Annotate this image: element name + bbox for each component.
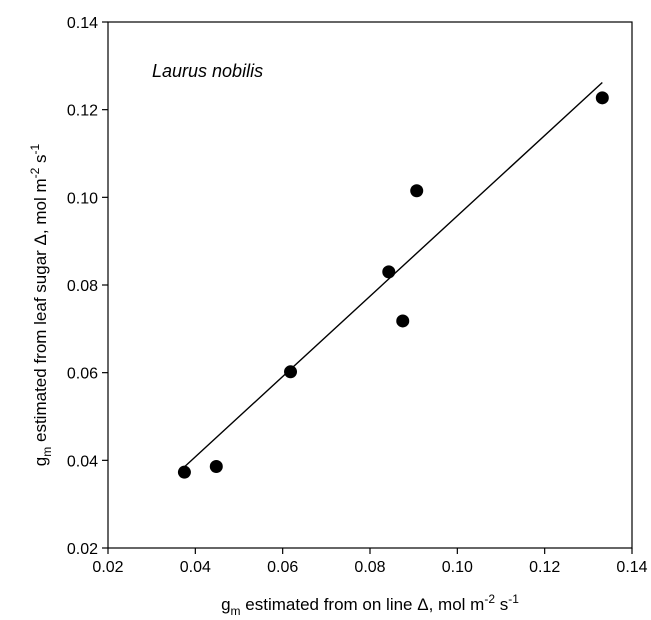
species-annotation: Laurus nobilis bbox=[152, 61, 263, 81]
data-point bbox=[595, 91, 609, 105]
x-tick-label: 0.14 bbox=[616, 559, 647, 576]
data-point bbox=[410, 184, 424, 198]
x-tick-label: 0.06 bbox=[267, 559, 298, 576]
axis-ticks: 0.02 0.04 0.06 0.08 0.10 0.12 0.14 0.02 0.04 0.06… bbox=[67, 15, 648, 576]
y-tick-label: 0.02 bbox=[67, 541, 98, 558]
x-axis-title: gm estimated from on line Δ, mol m-2 s-1 bbox=[221, 592, 519, 618]
y-tick-label: 0.04 bbox=[67, 453, 98, 470]
x-tick-label: 0.02 bbox=[92, 559, 123, 576]
x-tick-label: 0.12 bbox=[529, 559, 560, 576]
y-tick-label: 0.12 bbox=[67, 103, 98, 120]
y-axis-title: gm estimated from leaf sugar Δ, mol m-2 … bbox=[28, 143, 54, 466]
x-tick-label: 0.10 bbox=[442, 559, 473, 576]
y-tick-label: 0.06 bbox=[67, 366, 98, 383]
data-point bbox=[396, 314, 410, 328]
y-tick-label: 0.10 bbox=[67, 190, 98, 207]
data-point bbox=[382, 265, 396, 279]
data-point bbox=[209, 459, 223, 473]
data-point bbox=[177, 465, 191, 479]
x-tick-label: 0.08 bbox=[354, 559, 385, 576]
y-tick-label: 0.08 bbox=[67, 278, 98, 295]
y-tick-label: 0.14 bbox=[67, 15, 98, 32]
data-point bbox=[284, 365, 298, 379]
data-points bbox=[177, 91, 609, 479]
x-tick-label: 0.04 bbox=[180, 559, 211, 576]
